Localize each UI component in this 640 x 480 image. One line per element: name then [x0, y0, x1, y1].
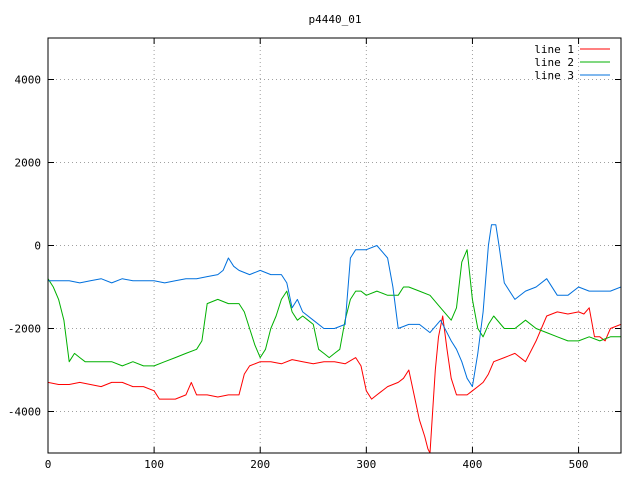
legend-label-2: line 2 — [534, 56, 574, 69]
series-lines — [48, 224, 621, 453]
series-line-3 — [48, 224, 621, 388]
grid — [48, 38, 621, 453]
legend-label-1: line 1 — [534, 43, 574, 56]
x-tick-label: 0 — [45, 458, 52, 471]
plot-frame — [47, 37, 622, 454]
y-tick-label: -4000 — [8, 406, 41, 419]
y-tick-label: 4000 — [15, 74, 42, 87]
x-tick-label: 200 — [250, 458, 270, 471]
y-tick-label: 0 — [34, 240, 41, 253]
x-tick-label: 400 — [463, 458, 483, 471]
series-line-1 — [48, 307, 621, 453]
legend-label-3: line 3 — [534, 69, 574, 82]
chart-title: p4440_01 — [309, 13, 362, 26]
x-tick-label: 300 — [356, 458, 376, 471]
y-tick-label: 2000 — [15, 157, 42, 170]
axis-ticks: 0 100 200 300 400 500 -4000 -2000 0 2000 4000 — [8, 38, 621, 471]
series-line-2 — [48, 249, 621, 367]
y-tick-label: -2000 — [8, 323, 41, 336]
x-tick-label: 500 — [569, 458, 589, 471]
x-tick-label: 100 — [144, 458, 164, 471]
